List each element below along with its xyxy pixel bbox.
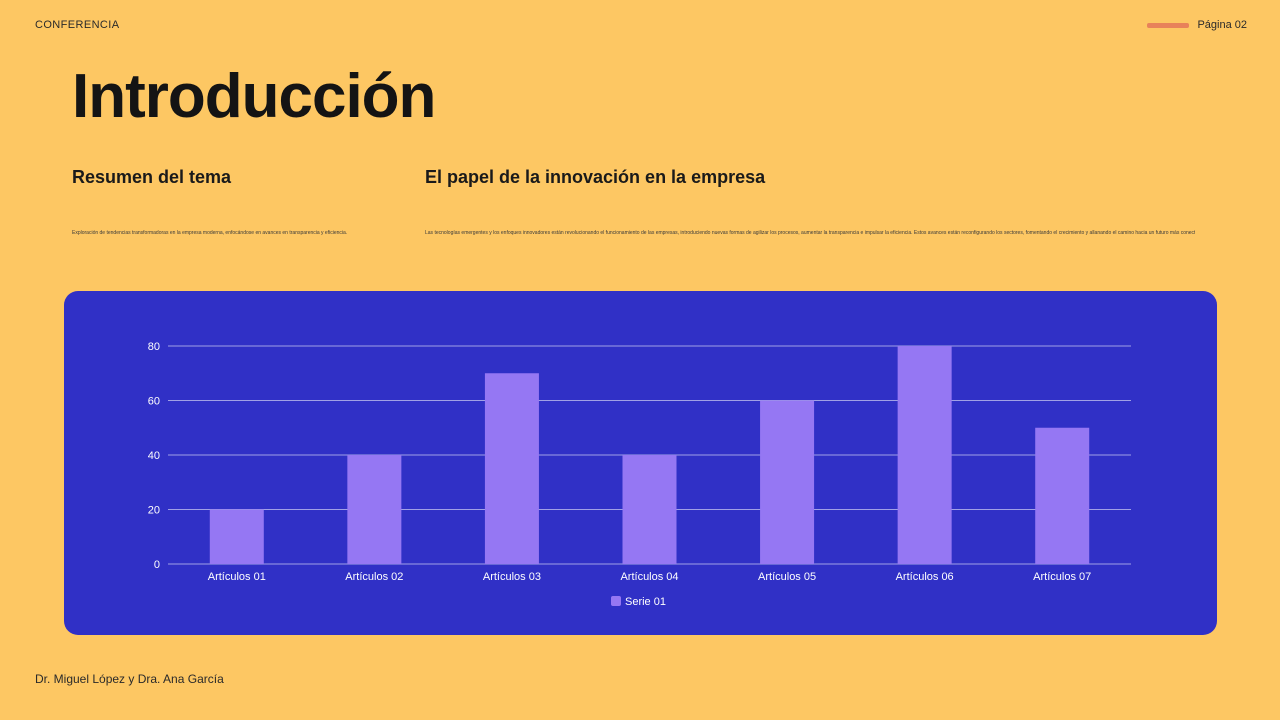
bar — [622, 455, 677, 564]
section-text-innovation: Las tecnologías emergentes y los enfoque… — [425, 230, 1195, 236]
y-tick-label: 0 — [154, 559, 160, 571]
page-number: Página 02 — [1197, 19, 1247, 31]
x-tick-label: Artículos 04 — [620, 571, 678, 583]
bar — [484, 373, 539, 564]
bar — [1035, 427, 1090, 564]
y-tick-label: 60 — [148, 396, 160, 408]
footer-authors: Dr. Miguel López y Dra. Ana García — [35, 672, 224, 686]
x-tick-label: Artículos 01 — [208, 571, 266, 583]
bar — [209, 509, 264, 564]
section-heading-summary: Resumen del tema — [72, 167, 232, 187]
chart-card: 0 20 40 60 80 Artículos 01 Artículos 02 Artícul… — [64, 291, 1217, 635]
x-tick-label: Artículos 07 — [1033, 571, 1091, 583]
y-tick-label: 80 — [148, 341, 160, 353]
y-tick-label: 20 — [148, 505, 160, 517]
section-heading-innovation: El papel de la innovación en la empresa — [425, 167, 766, 187]
bar — [760, 400, 815, 564]
section-text-summary: Exploración de tendencias transformadora… — [72, 230, 348, 236]
bar — [347, 455, 402, 564]
x-tick-label: Artículos 05 — [758, 571, 816, 583]
x-tick-label: Artículos 02 — [345, 571, 403, 583]
x-tick-label: Artículos 06 — [896, 571, 954, 583]
y-tick-label: 40 — [148, 450, 160, 462]
page-indicator: Página 02 — [1147, 19, 1247, 31]
legend-swatch — [611, 596, 621, 606]
legend-label: Serie 01 — [625, 596, 666, 608]
bar — [897, 346, 952, 564]
x-tick-label: Artículos 03 — [483, 571, 541, 583]
bar-chart: 0 20 40 60 80 Artículos 01 Artículos 02 Artícul… — [148, 341, 1131, 608]
slide-title: Introducción — [72, 62, 436, 131]
header-label: CONFERENCIA — [35, 19, 120, 31]
page-accent-bar — [1147, 22, 1190, 28]
